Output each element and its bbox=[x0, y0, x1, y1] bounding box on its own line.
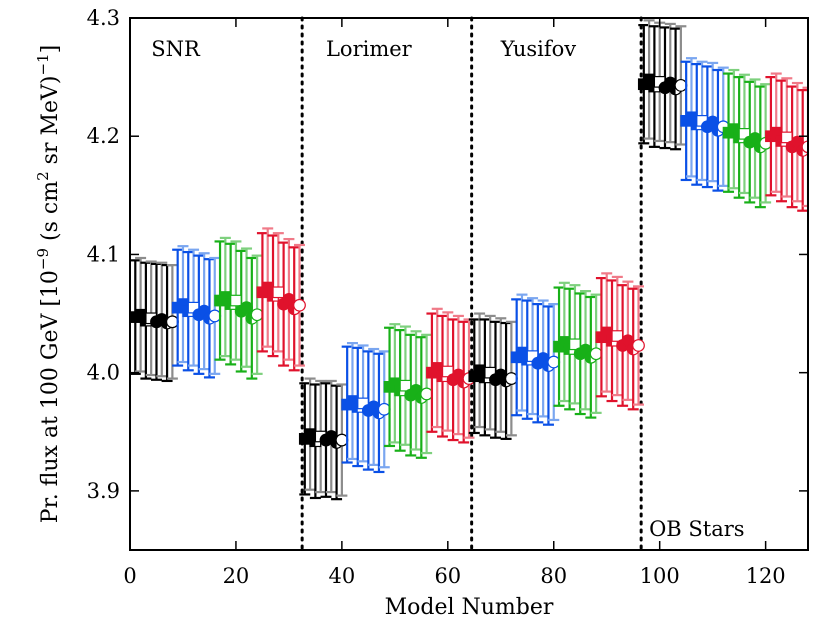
data-point-circle bbox=[250, 308, 264, 322]
data-point-circle bbox=[547, 355, 561, 369]
region-label: SNR bbox=[151, 37, 201, 61]
data-point-square bbox=[272, 286, 285, 299]
data-point-square bbox=[611, 330, 624, 342]
data-point-half bbox=[691, 119, 697, 130]
series-Lorimer-green bbox=[383, 323, 434, 459]
data-point-half bbox=[542, 359, 549, 372]
series-Yusifov-black bbox=[468, 312, 518, 440]
region-label: Lorimer bbox=[326, 37, 413, 61]
y-tick-label: 4.3 bbox=[87, 6, 120, 30]
series-OB-black bbox=[637, 19, 688, 151]
region-labels: SNR Lorimer Yusifov OB Stars bbox=[151, 37, 744, 541]
series-SNR-blue bbox=[171, 245, 222, 379]
region-separators bbox=[300, 16, 643, 552]
data-point-square bbox=[780, 131, 793, 144]
series-OB-blue bbox=[680, 57, 730, 192]
data-point-half bbox=[796, 144, 803, 157]
series-Lorimer-blue bbox=[341, 342, 391, 474]
series-Lorimer-black bbox=[298, 377, 349, 501]
series-OB-green bbox=[722, 68, 773, 209]
data-point-half bbox=[733, 132, 740, 143]
x-tick-label: 120 bbox=[746, 564, 786, 588]
data-point-half bbox=[500, 375, 507, 387]
data-layer bbox=[130, 19, 808, 501]
x-tick-label: 60 bbox=[434, 564, 461, 588]
data-point-half bbox=[288, 303, 295, 315]
x-tick-label: 0 bbox=[123, 564, 136, 588]
data-point-circle bbox=[504, 372, 518, 385]
x-tick-label: 100 bbox=[640, 564, 680, 588]
data-point-half bbox=[267, 290, 274, 302]
data-point-half bbox=[712, 124, 718, 137]
series-SNR-red bbox=[256, 227, 306, 372]
data-point-half bbox=[183, 305, 189, 317]
data-point-circle bbox=[165, 315, 179, 329]
data-point-half bbox=[522, 354, 528, 365]
data-point-half bbox=[437, 370, 443, 382]
data-point-circle bbox=[632, 339, 645, 352]
data-point-half bbox=[310, 435, 316, 447]
series-SNR-black bbox=[130, 256, 179, 383]
data-point-circle bbox=[282, 292, 296, 306]
data-point-half bbox=[585, 351, 591, 364]
y-tick-label: 4.0 bbox=[87, 361, 120, 385]
data-point-half bbox=[246, 312, 252, 325]
data-point-half bbox=[627, 343, 634, 355]
data-point-half bbox=[776, 135, 782, 147]
series-Lorimer-red bbox=[426, 307, 476, 444]
region-label: OB Stars bbox=[649, 517, 744, 541]
data-point-circle bbox=[377, 402, 391, 416]
axis-ticks: 0 20 40 60 80 100 120 3.9 4.0 4.1 4.2 4.3 bbox=[87, 6, 808, 588]
data-point-circle bbox=[674, 78, 688, 92]
data-point-half bbox=[457, 376, 464, 388]
series-SNR-green bbox=[214, 236, 264, 380]
data-point-half bbox=[161, 317, 168, 329]
data-point-half bbox=[140, 315, 146, 326]
series-Yusifov-green bbox=[553, 281, 603, 419]
y-tick-label: 3.9 bbox=[87, 479, 120, 503]
data-point-square bbox=[569, 338, 581, 351]
data-point-circle bbox=[240, 301, 253, 315]
y-tick-label: 4.2 bbox=[87, 124, 120, 148]
data-point-half bbox=[225, 298, 231, 310]
data-point-half bbox=[352, 401, 358, 413]
data-point-half bbox=[394, 385, 401, 396]
data-point-half bbox=[203, 312, 210, 325]
series-Yusifov-red bbox=[595, 272, 645, 411]
data-point-half bbox=[415, 391, 422, 404]
x-tick-label: 20 bbox=[223, 564, 250, 588]
data-point-circle bbox=[208, 309, 222, 323]
x-tick-label: 40 bbox=[329, 564, 356, 588]
series-OB-red bbox=[765, 72, 808, 212]
data-point-half bbox=[479, 372, 485, 383]
series-Yusifov-blue bbox=[510, 293, 561, 426]
data-point-half bbox=[330, 436, 337, 449]
data-point-half bbox=[373, 407, 379, 419]
data-point-circle bbox=[801, 140, 808, 154]
region-label: Yusifov bbox=[500, 37, 576, 61]
y-tick-label: 4.1 bbox=[87, 242, 120, 266]
data-point-half bbox=[754, 141, 761, 153]
data-point-circle bbox=[293, 298, 306, 312]
data-point-half bbox=[606, 335, 613, 346]
data-point-circle bbox=[420, 387, 434, 401]
x-tick-label: 80 bbox=[540, 564, 567, 588]
plot-frame bbox=[129, 17, 809, 551]
data-point-circle bbox=[589, 347, 603, 361]
data-point-half bbox=[649, 81, 655, 92]
x-axis-title: Model Number bbox=[385, 595, 554, 620]
data-point-half bbox=[564, 343, 570, 355]
y-axis-title: Pr. flux at 100 GeV [10−9 (s cm2 sr MeV)… bbox=[34, 45, 63, 523]
data-point-circle bbox=[335, 433, 349, 447]
data-point-square bbox=[230, 294, 242, 307]
data-point-half bbox=[669, 83, 676, 95]
data-point-square bbox=[399, 379, 412, 392]
